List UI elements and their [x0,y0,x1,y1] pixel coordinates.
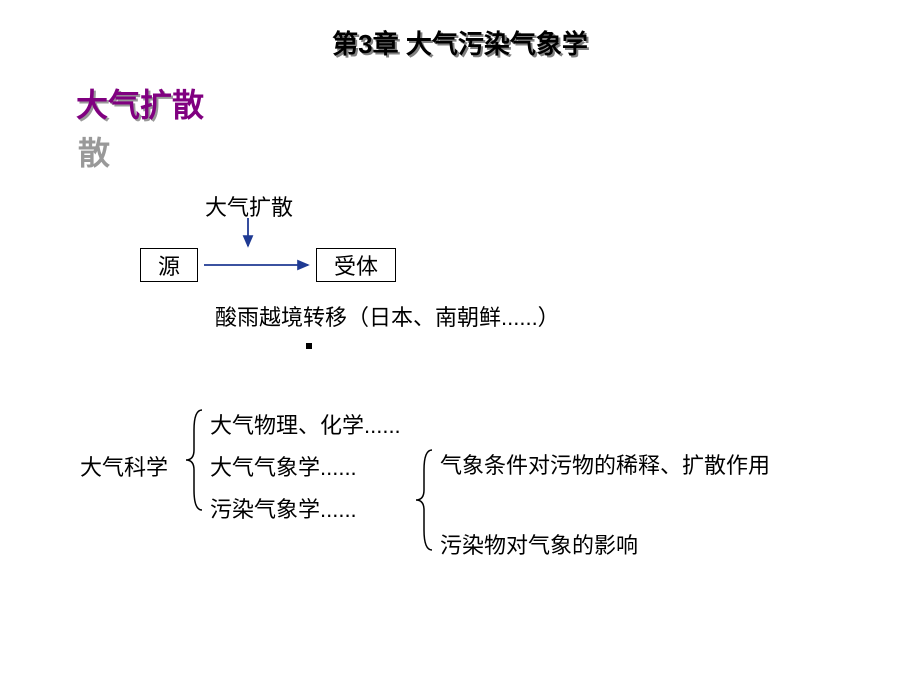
diagram1-top-label: 大气扩散 [205,190,293,222]
diagram1-caption: 酸雨越境转移（日本、南朝鲜......） [215,300,560,332]
page-marker [306,343,312,349]
chapter-title-main: 第3章 大气污染气象学 [332,29,588,59]
diagram2-root: 大气科学 [80,450,168,482]
diagram2-leaf1: 气象条件对污物的稀释、扩散作用 [440,448,770,480]
diagram2-branch1: 大气物理、化学...... [210,408,401,440]
diagram2-branch3: 污染气象学...... [210,492,357,524]
chapter-title: 第3章 大气污染气象学 第3章 大气污染气象学 [0,24,920,61]
diagram2-leaf2: 污染物对气象的影响 [440,528,638,560]
brace-1 [186,410,202,510]
diagram1-box-source: 源 [140,248,198,282]
section-title-main: 大气扩散 [76,87,204,123]
diagram1-box-receptor-label: 受体 [334,249,378,281]
brace-2 [416,450,432,550]
diagram2-branch2: 大气气象学...... [210,450,357,482]
diagram1-box-receptor: 受体 [316,248,396,282]
section-title: 大气扩散 大气扩散 [76,80,204,126]
diagram1-box-source-label: 源 [158,249,180,281]
